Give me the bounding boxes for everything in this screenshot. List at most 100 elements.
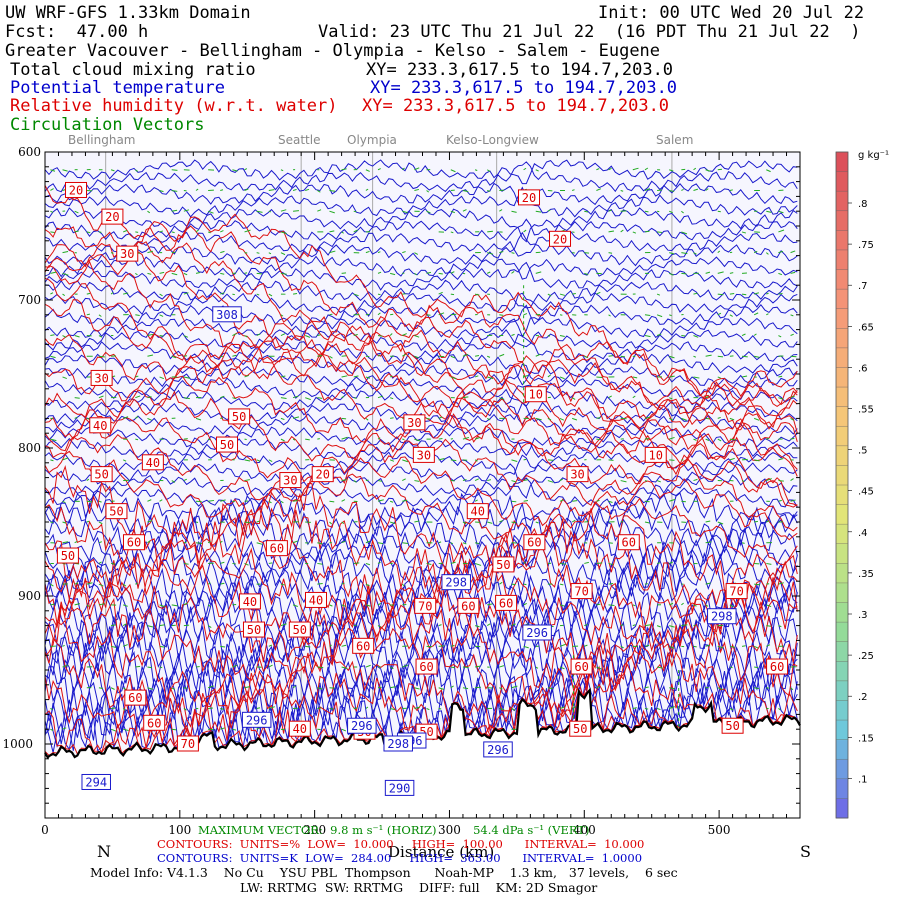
circulation-vector bbox=[159, 624, 165, 627]
theta-contour-label-box bbox=[347, 717, 377, 734]
circulation-vector bbox=[329, 210, 335, 214]
circulation-vector bbox=[656, 625, 661, 628]
rh-contour-label-box bbox=[569, 720, 592, 737]
circulation-vector bbox=[729, 417, 735, 421]
circulation-vector bbox=[135, 416, 139, 419]
circulation-vector bbox=[377, 354, 381, 357]
circulation-vector bbox=[122, 583, 127, 587]
circulation-vector bbox=[183, 602, 188, 606]
circulation-vector bbox=[390, 707, 395, 711]
forecast-hour: Fcst: 47.00 h bbox=[5, 22, 149, 42]
rh-xy: XY= 233.3,617.5 to 194.7,203.0 bbox=[362, 96, 670, 116]
circulation-vector bbox=[596, 666, 602, 670]
circulation-vector bbox=[462, 687, 469, 690]
rh-contour-label-box bbox=[457, 597, 480, 614]
circulation-vector bbox=[596, 686, 600, 689]
circulation-vector bbox=[365, 250, 370, 254]
theta-contour-label: 296 bbox=[526, 626, 548, 640]
circulation-vector bbox=[644, 438, 650, 440]
circulation-vector bbox=[377, 168, 381, 171]
theta-xy: XY= 233.3,617.5 to 194.7,203.0 bbox=[370, 78, 678, 98]
rh-contour-label: 60 bbox=[622, 536, 636, 550]
rh-contour-label: 60 bbox=[499, 596, 513, 610]
circulation-vector bbox=[535, 169, 539, 172]
circulation-vector bbox=[669, 436, 675, 440]
circulation-vector bbox=[474, 293, 480, 296]
circulation-vector bbox=[753, 250, 758, 254]
circulation-vector bbox=[50, 438, 57, 442]
rh-contour-label-box bbox=[288, 720, 311, 737]
circulation-vector bbox=[681, 252, 688, 255]
circulation-vector bbox=[110, 728, 116, 732]
circulation-vector bbox=[632, 604, 636, 607]
circulation-vector bbox=[86, 604, 90, 607]
circulation-vector bbox=[50, 231, 55, 233]
circulation-vector bbox=[98, 335, 103, 338]
circulation-vector bbox=[414, 480, 420, 482]
circulation-vector bbox=[499, 581, 503, 585]
circulation-vector bbox=[244, 229, 251, 233]
rh-contour-label-box bbox=[518, 189, 541, 206]
circulation-vector bbox=[74, 416, 78, 419]
circulation-vector bbox=[656, 314, 663, 318]
circulation-vector bbox=[207, 582, 211, 585]
rh-contour bbox=[44, 277, 798, 532]
theta-contour bbox=[44, 304, 798, 339]
circulation-vector bbox=[754, 687, 760, 690]
circulation-vector bbox=[389, 375, 393, 378]
circulation-vector bbox=[523, 561, 526, 564]
circulation-vector bbox=[244, 521, 250, 524]
vector-max-note: MAXIMUM VECTOR: 9.8 m s⁻¹ (HORIZ) 54.4 d… bbox=[198, 823, 590, 837]
circulation-vector bbox=[159, 230, 164, 233]
circulation-vector bbox=[705, 582, 711, 585]
circulation-vector bbox=[766, 210, 772, 213]
circulation-vector bbox=[220, 230, 224, 233]
x-tick-label: 300 bbox=[438, 823, 461, 837]
circulation-vector bbox=[377, 542, 384, 545]
vector-field-label: Circulation Vectors bbox=[10, 115, 205, 135]
circulation-vector bbox=[171, 209, 178, 212]
circulation-vector bbox=[790, 333, 794, 336]
y-tick-label: 600 bbox=[18, 145, 41, 159]
circulation-vector bbox=[365, 188, 369, 191]
circulation-vector bbox=[693, 376, 700, 379]
rh-contour-label: 30 bbox=[94, 371, 108, 385]
circulation-vector bbox=[98, 603, 105, 606]
rh-contour-label: 50 bbox=[573, 722, 587, 736]
circulation-vector bbox=[559, 376, 565, 380]
circulation-vector bbox=[669, 561, 673, 564]
colorbar-tick-label: .2 bbox=[858, 692, 868, 703]
circulation-vector bbox=[86, 500, 93, 503]
rh-contour-label-box bbox=[122, 534, 145, 551]
colorbar-tick-label: .8 bbox=[858, 199, 868, 210]
circulation-vector bbox=[98, 583, 104, 587]
circulation-vector bbox=[693, 438, 697, 441]
circulation-vector bbox=[486, 169, 491, 172]
circulation-vector bbox=[280, 417, 285, 421]
circulation-vector bbox=[778, 397, 784, 400]
cloud-field-label: Total cloud mixing ratio bbox=[10, 60, 256, 80]
circulation-vector bbox=[110, 292, 114, 295]
circulation-vector bbox=[741, 542, 745, 544]
circulation-vector bbox=[438, 458, 445, 461]
circulation-vector bbox=[523, 167, 527, 171]
y-tick-label: 800 bbox=[18, 441, 41, 455]
circulation-vector bbox=[171, 480, 176, 483]
circulation-vector bbox=[122, 708, 126, 711]
circulation-vector bbox=[171, 169, 178, 171]
circulation-vector bbox=[122, 459, 127, 462]
circulation-vector bbox=[244, 335, 248, 338]
rh-contour-label: 20 bbox=[105, 210, 119, 224]
circulation-vector bbox=[644, 686, 649, 689]
circulation-vector bbox=[232, 397, 237, 400]
circulation-vector bbox=[377, 499, 384, 502]
circulation-vector bbox=[644, 644, 650, 647]
circulation-vector bbox=[183, 708, 187, 711]
circulation-vector bbox=[644, 314, 651, 317]
town-label-kelso: Kelso-Longview bbox=[446, 133, 539, 147]
colorbar-segment bbox=[836, 524, 848, 545]
theta-contour bbox=[44, 329, 798, 352]
circulation-vector bbox=[790, 687, 794, 691]
circulation-vector bbox=[644, 188, 651, 191]
circulation-vector bbox=[571, 417, 578, 421]
